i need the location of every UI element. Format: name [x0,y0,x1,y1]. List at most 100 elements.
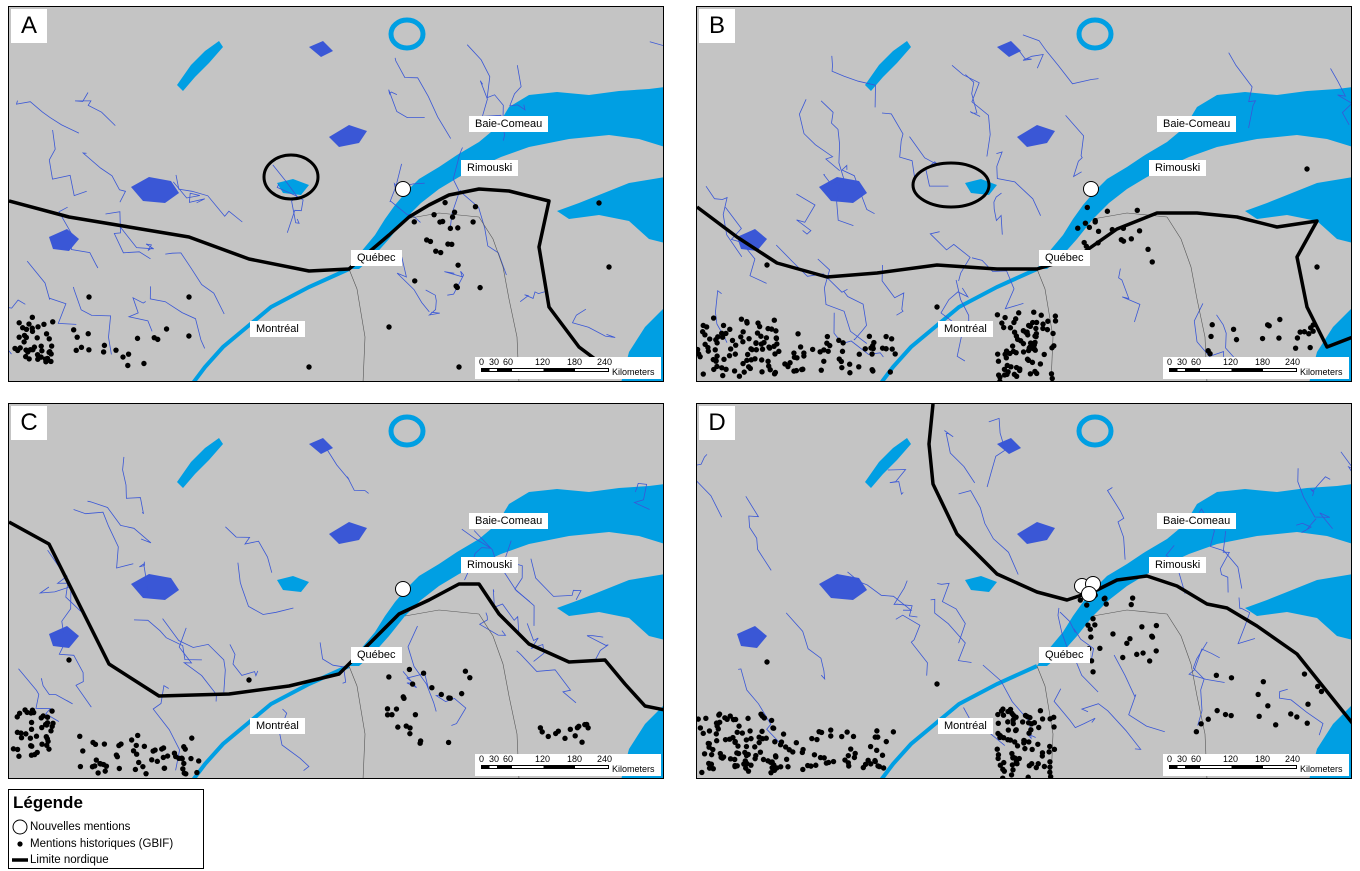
historic-mention-dot [1047,759,1052,764]
historic-mention-dot [1001,760,1006,765]
map-legend: Légende Nouvelles mentions Mentions hist… [8,789,204,869]
historic-mention-dot [134,743,139,748]
scale-tick: 0 [1167,754,1172,764]
historic-mention-dot [861,765,866,770]
new-mention-circle [1084,182,1099,197]
historic-mention-dot [46,350,51,355]
historic-mention-dot [720,373,725,378]
historic-mention-dot [1026,720,1031,725]
historic-mention-dot [41,322,46,327]
historic-mention-dot [429,685,434,690]
historic-mention-dot [394,706,399,711]
historic-mention-dot [739,316,744,321]
label-baie-comeau: Baie-Comeau [469,513,548,529]
label-baie-comeau: Baie-Comeau [469,116,548,132]
scale-unit: Kilometers [1300,764,1343,774]
historic-mention-dot [401,696,406,701]
historic-mention-dot [152,335,157,340]
historic-mention-dot [1045,319,1050,324]
historic-mention-dot [606,264,611,269]
historic-mention-dot [1053,318,1058,323]
historic-mention-dot [875,763,880,768]
historic-mention-dot [790,749,795,754]
historic-mention-dot [446,695,451,700]
historic-mention-dot [115,754,120,759]
historic-mention-dot [851,734,856,739]
historic-mention-dot [442,200,447,205]
historic-mention-dot [1310,329,1315,334]
historic-mention-dot [125,363,130,368]
historic-mention-dot [852,755,857,760]
historic-mention-dot [798,344,803,349]
historic-mention-dot [800,747,805,752]
historic-mention-dot [828,733,833,738]
historic-mention-dot [1039,313,1044,318]
legend-label: Nouvelles mentions [30,821,130,833]
historic-mention-dot [1293,345,1298,350]
historic-mention-dot [733,342,738,347]
scale-tick: 0 [479,754,484,764]
historic-mention-dot [1038,361,1043,366]
historic-mention-dot [759,729,764,734]
historic-mention-dot [818,755,823,760]
historic-mention-dot [126,351,131,356]
historic-mention-dot [1273,722,1278,727]
scale-tick: 180 [567,357,582,367]
historic-mention-dot [136,760,141,765]
historic-mention-dot [1154,648,1159,653]
historic-mention-dot [844,729,849,734]
historic-mention-dot [78,764,83,769]
historic-mention-dot [857,352,862,357]
historic-mention-dot [1090,616,1095,621]
historic-mention-dot [880,753,885,758]
historic-mention-dot [821,359,826,364]
historic-mention-dot [1010,343,1015,348]
historic-mention-dot [131,748,136,753]
panel-letter: C [11,406,47,440]
new-mention-circle [1082,587,1097,602]
historic-mention-dot [744,744,749,749]
historic-mention-dot [817,349,822,354]
label-baie-comeau: Baie-Comeau [1157,116,1236,132]
historic-mention-dot [1214,708,1219,713]
historic-mention-dot [455,262,460,267]
historic-mention-dot [746,336,751,341]
historic-mention-dot [1121,226,1126,231]
historic-mention-dot [1024,329,1029,334]
historic-mention-dot [736,723,741,728]
legend-label: Limite nordique [30,854,109,866]
historic-mention-dot [1051,724,1056,729]
new-mention-circle [396,182,411,197]
historic-mention-dot [824,340,829,345]
historic-mention-dot [74,348,79,353]
historic-mention-dot [761,757,766,762]
historic-mention-dot [1083,220,1088,225]
historic-mention-dot [742,369,747,374]
historic-mention-dot [142,744,147,749]
label-baie-comeau: Baie-Comeau [1157,513,1236,529]
historic-mention-dot [159,746,164,751]
historic-mention-dot [538,725,543,730]
historic-mention-dot [776,349,781,354]
historic-mention-dot [553,731,558,736]
historic-mention-dot [752,756,757,761]
historic-mention-dot [102,741,107,746]
scale-tick: 30 [1177,357,1187,367]
historic-mention-dot [74,334,79,339]
scale-bar-graphic [1169,368,1297,372]
historic-mention-dot [1038,708,1043,713]
historic-mention-dot [795,331,800,336]
historic-mention-dot [181,761,186,766]
historic-mention-dot [1305,702,1310,707]
historic-mention-dot [1020,719,1025,724]
scale-tick: 180 [1255,357,1270,367]
historic-mention-dot [49,724,54,729]
historic-mention-dot [568,727,573,732]
historic-mention-dot [816,729,821,734]
historic-mention-dot [737,374,742,379]
historic-mention-dot [706,761,711,766]
historic-mention-dot [1012,330,1017,335]
map-panel-b: B Baie-Comeau Rimouski Québec Montréal 0… [696,6,1352,382]
historic-mention-dot [702,751,707,756]
scale-tick: 30 [489,357,499,367]
